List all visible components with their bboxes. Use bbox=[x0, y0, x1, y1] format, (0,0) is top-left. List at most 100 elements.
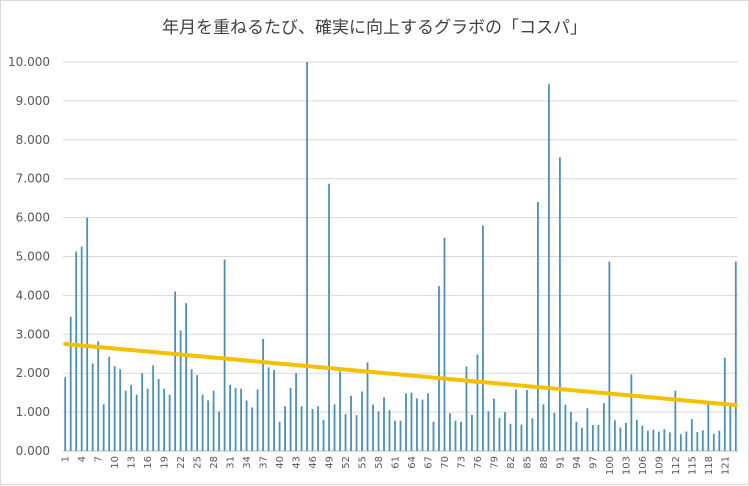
bar bbox=[333, 404, 336, 451]
bar bbox=[707, 403, 710, 451]
x-tick-label: 1 bbox=[61, 456, 72, 462]
x-tick-label: 115 bbox=[687, 456, 698, 475]
x-tick-label: 85 bbox=[522, 456, 533, 469]
bar bbox=[712, 433, 715, 451]
bar bbox=[278, 421, 281, 451]
bar bbox=[75, 251, 78, 451]
bar bbox=[416, 398, 418, 451]
y-tick-label: 7.000 bbox=[16, 172, 50, 186]
trendline bbox=[63, 342, 738, 408]
bar bbox=[267, 367, 270, 451]
bar bbox=[663, 429, 666, 451]
y-tick-label: 10.000 bbox=[8, 55, 50, 69]
bar bbox=[394, 420, 396, 451]
bar bbox=[619, 427, 622, 451]
bar bbox=[289, 387, 292, 451]
bar bbox=[80, 246, 83, 451]
bar bbox=[179, 330, 182, 451]
bar bbox=[718, 430, 721, 451]
bar bbox=[471, 414, 473, 451]
bar bbox=[284, 406, 286, 451]
y-tick-label: 3.000 bbox=[16, 327, 50, 341]
x-tick-label: 100 bbox=[605, 456, 616, 475]
bar bbox=[685, 431, 688, 451]
bar bbox=[410, 392, 413, 451]
bar bbox=[207, 400, 210, 451]
bar bbox=[443, 237, 446, 451]
bar bbox=[377, 411, 380, 451]
x-tick-label: 67 bbox=[423, 456, 434, 469]
bar bbox=[657, 431, 660, 451]
bar bbox=[624, 422, 627, 451]
bar bbox=[102, 404, 105, 451]
x-tick-label: 112 bbox=[671, 456, 682, 475]
bar bbox=[251, 407, 253, 451]
bar bbox=[449, 413, 451, 451]
x-tick-label: 13 bbox=[127, 456, 138, 469]
bar bbox=[146, 388, 149, 451]
bar bbox=[580, 427, 583, 451]
bar bbox=[690, 419, 693, 451]
x-tick-label: 37 bbox=[259, 456, 270, 469]
x-tick-label: 25 bbox=[193, 456, 204, 469]
bar bbox=[322, 419, 325, 451]
x-tick-label: 52 bbox=[341, 456, 352, 469]
x-tick-label: 22 bbox=[176, 456, 187, 469]
bar bbox=[432, 421, 435, 451]
bar bbox=[586, 408, 589, 451]
x-tick-label: 106 bbox=[638, 456, 649, 475]
bar bbox=[295, 373, 297, 451]
bar bbox=[548, 84, 550, 451]
x-tick-label: 7 bbox=[94, 456, 105, 462]
bar bbox=[591, 424, 594, 451]
bar bbox=[652, 429, 655, 451]
bar bbox=[509, 423, 512, 451]
bar bbox=[86, 217, 89, 451]
bar bbox=[696, 431, 699, 451]
y-tick-label: 4.000 bbox=[16, 288, 50, 302]
x-tick-label: 76 bbox=[473, 456, 484, 469]
x-tick-label: 49 bbox=[325, 456, 336, 469]
bar bbox=[668, 432, 671, 451]
x-tick-label: 28 bbox=[209, 456, 220, 469]
x-tick-label: 16 bbox=[143, 456, 154, 469]
bar bbox=[383, 397, 385, 451]
x-tick-label: 31 bbox=[226, 456, 237, 469]
bar bbox=[388, 410, 391, 451]
bar bbox=[701, 430, 704, 451]
bar bbox=[174, 291, 177, 451]
bar bbox=[438, 286, 440, 451]
bar bbox=[300, 406, 303, 451]
y-tick-label: 8.000 bbox=[16, 133, 50, 147]
x-tick-label: 43 bbox=[292, 456, 303, 469]
bar bbox=[344, 414, 347, 451]
x-tick-label: 58 bbox=[374, 456, 385, 469]
bar bbox=[229, 384, 232, 451]
bar bbox=[113, 366, 116, 451]
x-tick-label: 121 bbox=[720, 456, 731, 475]
bar bbox=[399, 420, 402, 451]
x-tick-label: 73 bbox=[456, 456, 467, 469]
bar bbox=[196, 375, 199, 451]
bar bbox=[218, 411, 221, 451]
bar bbox=[531, 418, 534, 451]
y-tick-label: 1.000 bbox=[16, 405, 50, 419]
bar bbox=[427, 393, 429, 451]
bar bbox=[273, 370, 275, 451]
y-tick-label: 2.000 bbox=[16, 366, 50, 380]
bar bbox=[355, 415, 358, 451]
bar bbox=[245, 400, 248, 451]
bar bbox=[405, 393, 407, 451]
bar bbox=[311, 408, 314, 451]
bar bbox=[69, 316, 72, 451]
bar bbox=[366, 362, 369, 451]
bar bbox=[520, 424, 523, 451]
y-tick-label: 6.000 bbox=[16, 211, 50, 225]
bar bbox=[608, 261, 611, 451]
bar bbox=[564, 404, 567, 451]
x-tick-label: 118 bbox=[704, 456, 715, 475]
bar bbox=[190, 369, 193, 451]
bar bbox=[454, 420, 457, 451]
bar bbox=[504, 412, 506, 451]
